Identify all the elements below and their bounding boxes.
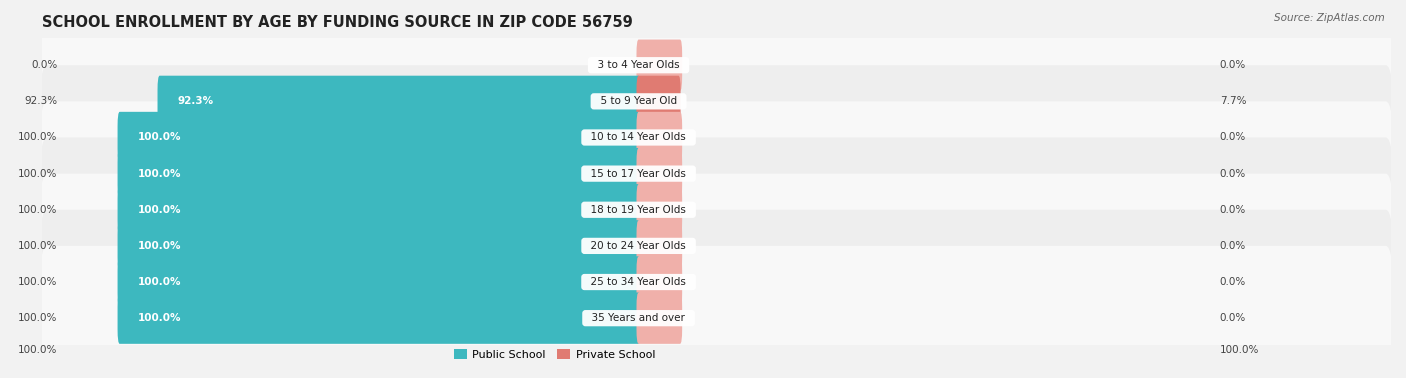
FancyBboxPatch shape bbox=[39, 29, 1393, 174]
FancyBboxPatch shape bbox=[157, 76, 641, 127]
Text: 0.0%: 0.0% bbox=[1220, 132, 1246, 143]
Text: 18 to 19 Year Olds: 18 to 19 Year Olds bbox=[585, 205, 693, 215]
FancyBboxPatch shape bbox=[637, 76, 681, 127]
Text: 100.0%: 100.0% bbox=[138, 132, 181, 143]
FancyBboxPatch shape bbox=[637, 148, 682, 199]
Text: 0.0%: 0.0% bbox=[1220, 241, 1246, 251]
FancyBboxPatch shape bbox=[39, 101, 1393, 246]
Text: 0.0%: 0.0% bbox=[1220, 277, 1246, 287]
Text: 100.0%: 100.0% bbox=[138, 277, 181, 287]
FancyBboxPatch shape bbox=[39, 210, 1393, 354]
FancyBboxPatch shape bbox=[39, 65, 1393, 210]
FancyBboxPatch shape bbox=[118, 220, 641, 271]
Text: 100.0%: 100.0% bbox=[18, 313, 58, 323]
Text: 5 to 9 Year Old: 5 to 9 Year Old bbox=[593, 96, 683, 106]
Text: 20 to 24 Year Olds: 20 to 24 Year Olds bbox=[585, 241, 693, 251]
Text: 100.0%: 100.0% bbox=[1220, 345, 1260, 355]
FancyBboxPatch shape bbox=[118, 184, 641, 235]
Text: 15 to 17 Year Olds: 15 to 17 Year Olds bbox=[585, 169, 693, 179]
Text: 0.0%: 0.0% bbox=[1220, 60, 1246, 70]
Text: 35 Years and over: 35 Years and over bbox=[585, 313, 692, 323]
Text: 100.0%: 100.0% bbox=[138, 241, 181, 251]
Text: 100.0%: 100.0% bbox=[18, 345, 58, 355]
Text: 92.3%: 92.3% bbox=[177, 96, 214, 106]
Text: 100.0%: 100.0% bbox=[138, 313, 181, 323]
Text: 0.0%: 0.0% bbox=[1220, 313, 1246, 323]
FancyBboxPatch shape bbox=[118, 293, 641, 344]
FancyBboxPatch shape bbox=[118, 256, 641, 308]
Text: 100.0%: 100.0% bbox=[18, 241, 58, 251]
Text: 100.0%: 100.0% bbox=[18, 169, 58, 179]
FancyBboxPatch shape bbox=[637, 293, 682, 344]
Text: 10 to 14 Year Olds: 10 to 14 Year Olds bbox=[585, 132, 693, 143]
FancyBboxPatch shape bbox=[118, 148, 641, 199]
Text: 7.7%: 7.7% bbox=[1220, 96, 1246, 106]
Text: 100.0%: 100.0% bbox=[18, 277, 58, 287]
FancyBboxPatch shape bbox=[637, 256, 682, 308]
FancyBboxPatch shape bbox=[39, 246, 1393, 378]
Text: 0.0%: 0.0% bbox=[31, 60, 58, 70]
Text: 3 to 4 Year Olds: 3 to 4 Year Olds bbox=[591, 60, 686, 70]
Text: Source: ZipAtlas.com: Source: ZipAtlas.com bbox=[1274, 13, 1385, 23]
FancyBboxPatch shape bbox=[637, 112, 682, 163]
FancyBboxPatch shape bbox=[637, 220, 682, 271]
Text: 100.0%: 100.0% bbox=[18, 205, 58, 215]
Text: 0.0%: 0.0% bbox=[1220, 205, 1246, 215]
Text: SCHOOL ENROLLMENT BY AGE BY FUNDING SOURCE IN ZIP CODE 56759: SCHOOL ENROLLMENT BY AGE BY FUNDING SOUR… bbox=[42, 15, 633, 30]
Text: 100.0%: 100.0% bbox=[18, 132, 58, 143]
FancyBboxPatch shape bbox=[637, 184, 682, 235]
FancyBboxPatch shape bbox=[39, 138, 1393, 282]
FancyBboxPatch shape bbox=[39, 0, 1393, 138]
Legend: Public School, Private School: Public School, Private School bbox=[449, 345, 659, 364]
FancyBboxPatch shape bbox=[118, 112, 641, 163]
Text: 100.0%: 100.0% bbox=[138, 205, 181, 215]
Text: 100.0%: 100.0% bbox=[138, 169, 181, 179]
Text: 25 to 34 Year Olds: 25 to 34 Year Olds bbox=[585, 277, 693, 287]
Text: 0.0%: 0.0% bbox=[1220, 169, 1246, 179]
FancyBboxPatch shape bbox=[39, 174, 1393, 318]
FancyBboxPatch shape bbox=[637, 40, 682, 91]
Text: 92.3%: 92.3% bbox=[24, 96, 58, 106]
